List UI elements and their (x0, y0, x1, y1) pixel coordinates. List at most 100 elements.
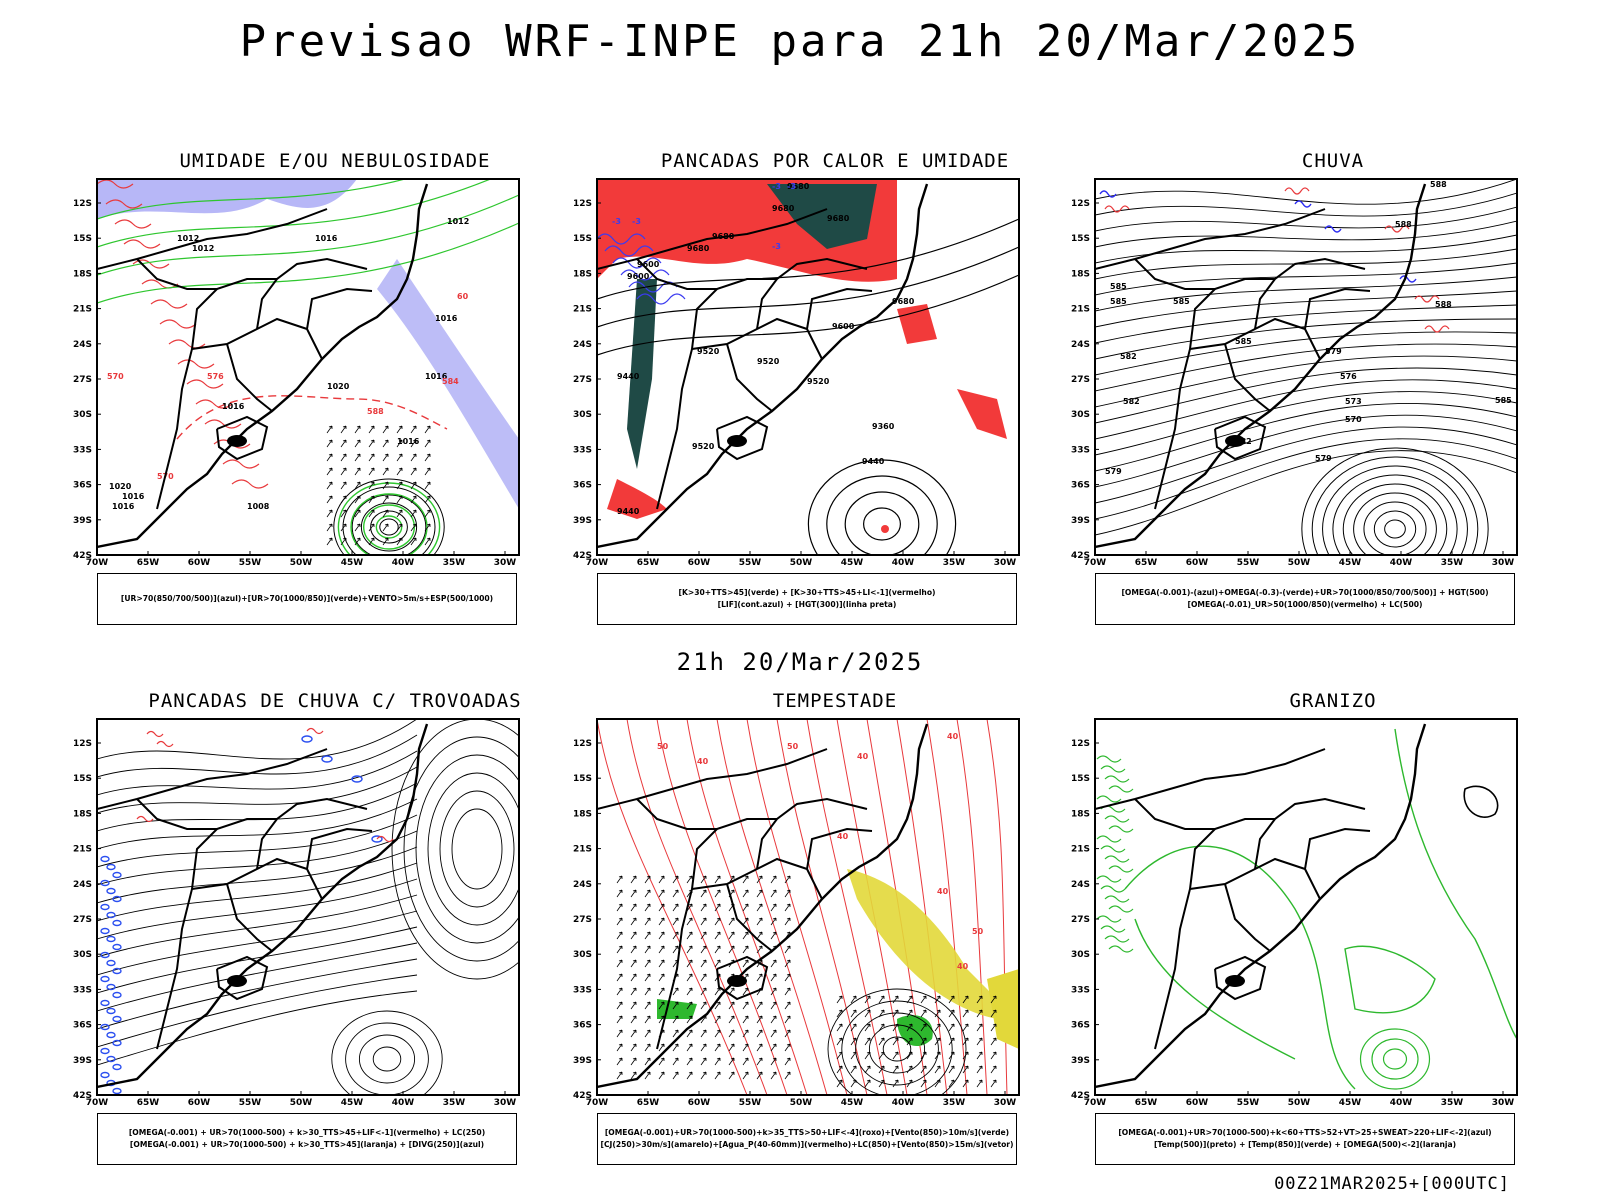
wind-vector (742, 1015, 749, 1024)
wind-vector (616, 1071, 623, 1080)
height-contour (1095, 438, 1517, 520)
contour-label: 9360 (872, 422, 895, 431)
wind-vector (672, 1029, 679, 1038)
wind-vector (756, 917, 763, 926)
wind-vector (756, 889, 763, 898)
wind-vector (686, 931, 693, 940)
contour-label: 9680 (787, 182, 810, 191)
divergence-area (100, 975, 110, 983)
wind-vector (354, 481, 361, 490)
lat-tick-label: 18S (573, 269, 592, 279)
wind-vector (686, 987, 693, 996)
temp-500-contour (1463, 785, 1499, 818)
wind-vector (948, 1065, 955, 1074)
lat-tick-label: 36S (1071, 481, 1090, 491)
wind-vector (920, 1051, 927, 1060)
wind-vector (864, 1023, 871, 1032)
wind-vector (850, 1037, 857, 1046)
lon-tick-label: 30W (994, 558, 1017, 568)
wind-vector (340, 523, 347, 532)
contour-label: 9440 (862, 457, 885, 466)
wind-vector (714, 1001, 721, 1010)
divergence-area (100, 927, 110, 935)
divergence-area (112, 895, 122, 903)
wind-vector (742, 903, 749, 912)
wind-vector (728, 1029, 735, 1038)
contour-line (863, 507, 902, 541)
wind-vector (686, 945, 693, 954)
wind-vector (326, 523, 333, 532)
wind-vector (850, 1079, 857, 1088)
wind-vector (864, 995, 871, 1004)
wind-vector (368, 523, 375, 532)
lif-contour (636, 293, 686, 305)
lat-tick-label: 27S (573, 375, 592, 385)
wind-vector (934, 1009, 941, 1018)
wind-vector (784, 1015, 791, 1024)
wind-vector (686, 1029, 693, 1038)
divergence-area (100, 951, 110, 959)
wind-vector (714, 1043, 721, 1052)
storm-area (156, 740, 174, 748)
contour-label: 50 (972, 927, 984, 936)
divergence-area (112, 967, 122, 975)
lat-tick-label: 12S (73, 199, 92, 209)
contour-label: 570 (107, 372, 124, 381)
wind-vector (382, 439, 389, 448)
wind-vector (644, 959, 651, 968)
panel-title: TEMPESTADE (772, 690, 898, 712)
map-frame (596, 178, 1020, 556)
wind-vector (948, 1009, 955, 1018)
wind-vector (672, 1001, 679, 1010)
divergence-area (112, 871, 122, 879)
wind-vector (934, 995, 941, 1004)
thickness-contour (176, 395, 448, 440)
streamline (439, 790, 515, 908)
wind-vector (864, 1079, 871, 1088)
wind-vector (410, 467, 417, 476)
wind-vector (878, 1037, 885, 1046)
lon-tick-label: 30W (494, 1098, 517, 1108)
wind-vector (340, 481, 347, 490)
lat-tick-label: 33S (1071, 985, 1090, 995)
wind-vector (770, 889, 777, 898)
lon-tick-label: 70W (1084, 1098, 1107, 1108)
instability-area (607, 479, 667, 519)
border-line (1189, 317, 1321, 360)
lon-tick-label: 65W (1135, 558, 1158, 568)
lagoon (727, 975, 747, 987)
divergence-area (100, 1023, 110, 1031)
wind-vector (714, 1015, 721, 1024)
wind-vector (742, 875, 749, 884)
wind-vector (864, 1037, 871, 1046)
thickness-contour (204, 419, 242, 429)
streamline (97, 878, 418, 940)
contour-label: 1020 (109, 482, 132, 491)
lon-tick-label: 60W (1186, 1098, 1209, 1108)
streamline (97, 942, 418, 1012)
wind-vector (354, 467, 361, 476)
divergence-area (106, 935, 116, 943)
wind-vector (616, 959, 623, 968)
temp-850-contour (1104, 815, 1130, 823)
lon-tick-label: 55W (239, 558, 262, 568)
contour-line (342, 486, 436, 555)
wind-vector (976, 1051, 983, 1060)
wind-vector (714, 875, 721, 884)
lat-tick-label: 12S (1071, 199, 1090, 209)
wind-vector (630, 903, 637, 912)
lon-tick-label: 50W (790, 558, 813, 568)
border-line (726, 343, 773, 412)
wind-vector (700, 931, 707, 940)
lat-tick-label: 36S (573, 1021, 592, 1031)
contour-label: 9680 (772, 204, 795, 213)
lat-tick-label: 27S (73, 375, 92, 385)
contour-line (807, 459, 957, 555)
contour-line (597, 274, 1019, 356)
border-line (1224, 883, 1271, 952)
border-line (216, 415, 269, 461)
wind-vector (850, 1065, 857, 1074)
wind-vector (784, 973, 791, 982)
lat-tick-label: 24S (73, 340, 92, 350)
